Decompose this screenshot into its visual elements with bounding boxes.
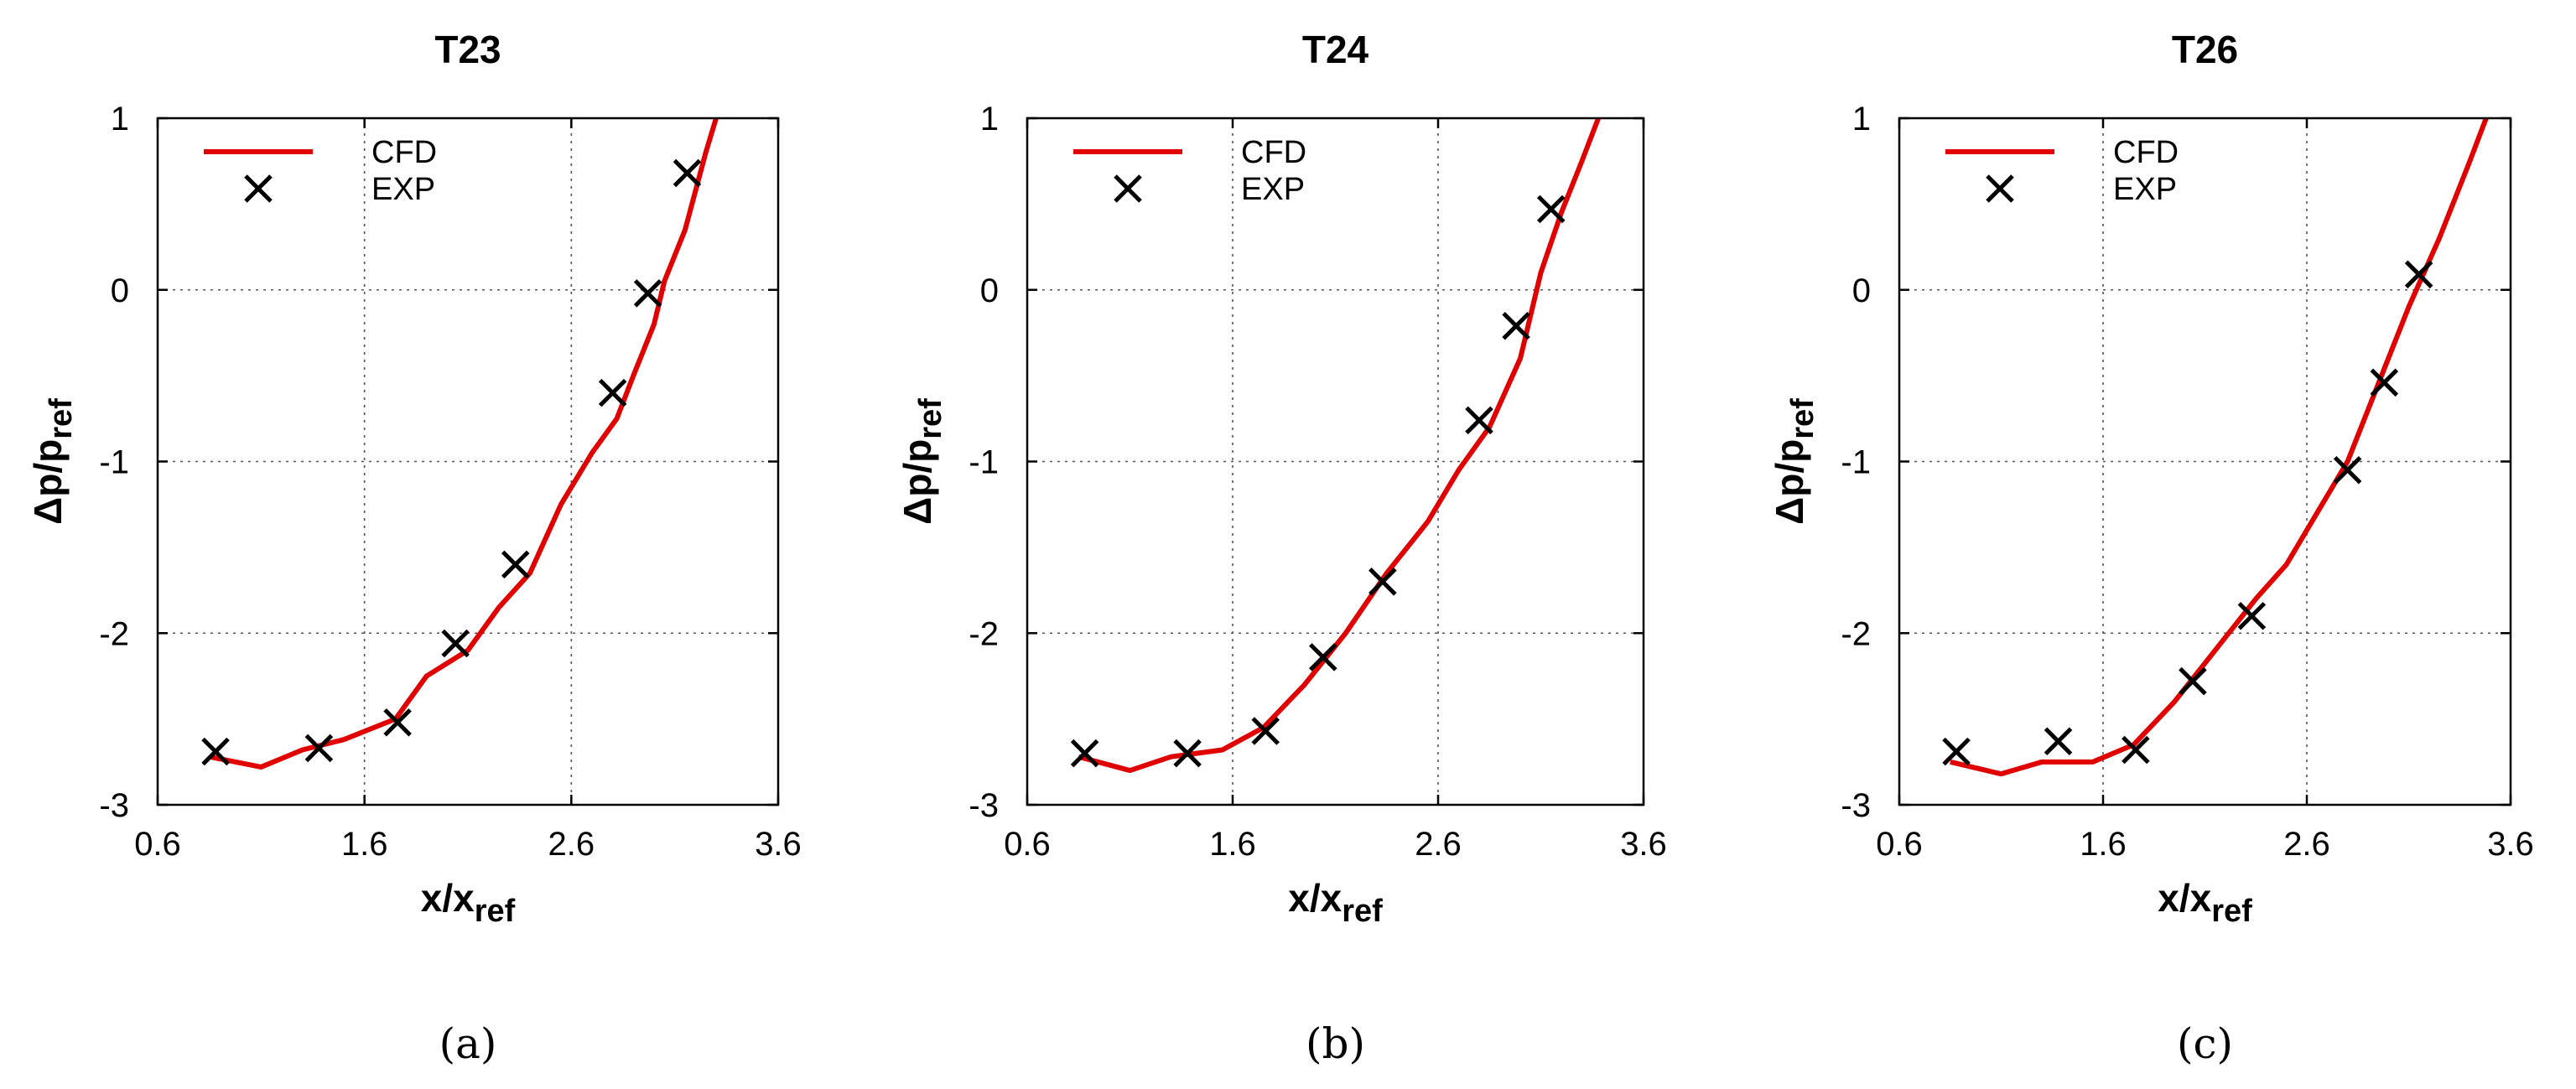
plot-frame: [1898, 117, 2512, 806]
exp-marker: [1536, 194, 1566, 224]
exp-marker: [673, 158, 702, 188]
x-tick-label: 0.6: [1876, 826, 1923, 863]
exp-marker: [201, 737, 230, 766]
y-tick-label: -1: [99, 444, 129, 481]
y-tick-label: -3: [99, 787, 129, 824]
cfd-series-line: [1950, 118, 2489, 777]
panel-caption: (b): [1306, 1019, 1365, 1068]
cfd-series-line: [209, 118, 719, 770]
x-tick-label: 3.6: [755, 826, 802, 863]
legend-exp-label: EXP: [2113, 172, 2177, 207]
legend-exp-marker: [1114, 174, 1142, 203]
exp-marker: [2237, 602, 2267, 630]
exp-marker: [1502, 311, 1530, 340]
x-axis-label: x/xref: [2158, 876, 2252, 929]
legend-exp-marker: [244, 174, 273, 203]
exp-marker: [383, 708, 412, 737]
x-tick-label: 2.6: [548, 826, 595, 863]
exp-marker: [598, 378, 627, 407]
y-axis-label: Δp/pref: [1768, 398, 1820, 525]
y-tick-label: -3: [969, 787, 999, 824]
y-axis-label: Δp/pref: [896, 398, 948, 525]
x-tick-label: 0.6: [134, 826, 181, 863]
y-tick-label: 0: [1852, 272, 1871, 309]
x-tick-label: 1.6: [341, 826, 388, 863]
legend-exp-marker: [1986, 174, 2014, 203]
x-tick-label: 0.6: [1004, 826, 1051, 863]
exp-marker: [1173, 739, 1202, 768]
x-tick-label: 2.6: [2283, 826, 2330, 863]
panel-title: T23: [434, 28, 501, 71]
y-tick-label: -2: [969, 615, 999, 652]
y-tick-label: -1: [1841, 444, 1871, 481]
exp-marker: [1070, 739, 1099, 768]
legend-cfd-label: CFD: [371, 135, 437, 170]
plot-frame: [1026, 117, 1645, 806]
y-tick-label: 1: [111, 101, 129, 137]
x-tick-label: 1.6: [1209, 826, 1256, 863]
exp-marker: [1251, 717, 1280, 745]
exp-marker: [2122, 735, 2150, 765]
panel-title: T24: [1302, 28, 1369, 71]
exp-marker: [2179, 666, 2207, 696]
y-tick-label: -3: [1841, 787, 1871, 824]
exp-marker: [2370, 368, 2399, 397]
y-tick-label: -2: [99, 615, 129, 652]
y-tick-label: -1: [969, 444, 999, 481]
x-tick-label: 3.6: [2487, 826, 2534, 863]
y-tick-label: 1: [980, 101, 999, 137]
y-tick-label: 1: [1852, 101, 1871, 137]
panel-caption: (c): [2177, 1019, 2233, 1068]
x-tick-label: 2.6: [1415, 826, 1462, 863]
legend-cfd-label: CFD: [1241, 135, 1306, 170]
x-tick-label: 1.6: [2080, 826, 2127, 863]
exp-marker: [441, 629, 470, 658]
x-axis-label: x/xref: [421, 876, 516, 929]
y-tick-label: 0: [980, 272, 999, 309]
exp-marker: [1309, 643, 1337, 672]
legend-exp-label: EXP: [371, 172, 435, 207]
exp-marker: [2044, 727, 2073, 756]
exp-marker: [304, 734, 334, 763]
x-tick-label: 3.6: [1620, 826, 1667, 863]
y-tick-label: -2: [1841, 615, 1871, 652]
x-axis-label: x/xref: [1288, 876, 1383, 929]
plot-frame: [156, 117, 780, 806]
legend-exp-label: EXP: [1241, 172, 1305, 207]
exp-marker: [501, 550, 530, 579]
cfd-series-line: [1078, 118, 1601, 774]
exp-marker: [1465, 406, 1493, 435]
exp-marker: [633, 279, 662, 308]
y-axis-label: Δp/pref: [26, 398, 79, 525]
exp-marker: [1942, 737, 1971, 766]
panel-title: T26: [2172, 28, 2238, 71]
panel-caption: (a): [439, 1019, 497, 1068]
exp-marker: [2404, 260, 2433, 289]
y-tick-label: 0: [111, 272, 129, 309]
exp-marker: [1368, 568, 1397, 596]
exp-marker: [2333, 455, 2362, 485]
legend-cfd-label: CFD: [2113, 135, 2179, 170]
